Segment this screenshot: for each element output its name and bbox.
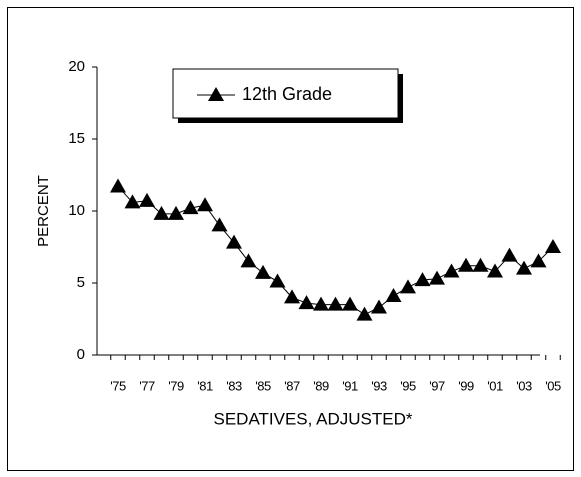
y-tick-label: 0 <box>77 346 85 363</box>
x-tick-label: '91 <box>342 378 358 393</box>
point <box>240 253 257 268</box>
point <box>168 205 184 220</box>
point <box>458 257 474 272</box>
legend-label: 12th Grade <box>242 84 332 104</box>
point <box>124 194 141 209</box>
y-tick-label: 5 <box>77 274 85 291</box>
chart-frame <box>7 7 574 471</box>
point <box>472 257 489 272</box>
point <box>197 197 213 212</box>
x-tick-label: '97 <box>429 378 445 393</box>
x-tick-label: '95 <box>400 378 416 393</box>
x-tick-label: '99 <box>458 378 474 393</box>
point <box>327 296 344 311</box>
point <box>211 217 228 232</box>
x-tick-label: '83 <box>226 378 242 393</box>
point <box>385 287 402 302</box>
legend-box <box>172 68 399 119</box>
x-tick-label: '81 <box>197 378 213 393</box>
x-tick-label: '87 <box>284 378 300 393</box>
point <box>545 239 561 253</box>
point <box>342 296 358 311</box>
y-tick-label: 20 <box>68 58 85 75</box>
x-tick-label: '03 <box>516 378 532 393</box>
point <box>501 247 518 262</box>
point <box>284 289 300 304</box>
point <box>182 200 199 215</box>
point <box>153 205 170 220</box>
x-tick-label: '01 <box>487 378 503 393</box>
point <box>487 263 503 278</box>
y-axis-label: PERCENT <box>35 175 52 247</box>
point <box>443 263 460 278</box>
point <box>110 178 126 193</box>
x-tick-label: '89 <box>313 378 329 393</box>
point <box>226 234 242 249</box>
x-tick-label: '93 <box>371 378 387 393</box>
point <box>313 296 329 311</box>
point <box>139 192 155 207</box>
point <box>414 272 431 287</box>
y-tick-label: 10 <box>68 202 85 219</box>
y-tick-label: 15 <box>68 130 85 147</box>
x-tick-label: '77 <box>139 378 155 393</box>
legend-marker <box>208 87 224 101</box>
point <box>429 270 445 285</box>
point <box>400 279 416 294</box>
point <box>530 253 547 268</box>
point <box>371 299 387 314</box>
point <box>516 260 532 275</box>
x-tick-label: '75 <box>110 378 126 393</box>
x-axis-label: SEDATIVES, ADJUSTED* <box>213 409 412 428</box>
x-tick-label: '85 <box>255 378 271 393</box>
x-tick-label: '79 <box>168 378 184 393</box>
series-line <box>117 186 554 316</box>
x-tick-label: '05 <box>545 378 561 393</box>
point <box>356 306 373 321</box>
point <box>269 273 286 288</box>
point <box>298 295 315 310</box>
point <box>255 264 271 279</box>
